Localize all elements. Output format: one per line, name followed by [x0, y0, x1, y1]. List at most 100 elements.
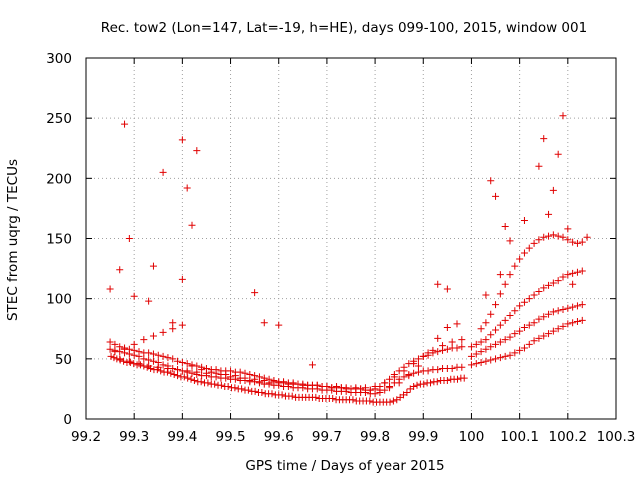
data-point — [554, 277, 562, 285]
data-point — [511, 262, 519, 270]
x-axis-label: GPS time / Days of year 2015 — [245, 458, 444, 474]
data-point — [187, 375, 195, 383]
data-point — [516, 327, 524, 335]
data-point-marker — [246, 370, 254, 378]
data-point-marker — [211, 380, 219, 388]
data-point — [569, 238, 577, 246]
data-point — [395, 379, 403, 387]
data-point-marker — [251, 289, 259, 297]
data-point-marker — [501, 222, 509, 230]
x-tick-label: 99.3 — [119, 429, 149, 445]
data-point-marker — [482, 357, 490, 365]
data-point-marker — [121, 345, 129, 353]
data-point — [211, 380, 219, 388]
data-point-marker — [496, 290, 504, 298]
data-point-marker — [511, 330, 519, 338]
data-point-marker — [308, 361, 316, 369]
data-point — [337, 384, 345, 392]
data-point — [106, 338, 114, 346]
data-point-marker — [419, 352, 427, 360]
data-point-marker — [154, 363, 162, 371]
data-point — [506, 312, 514, 320]
data-point — [559, 112, 567, 120]
data-point-marker — [540, 135, 548, 143]
data-point-marker — [477, 358, 485, 366]
data-point — [244, 386, 252, 394]
data-point — [170, 370, 178, 378]
x-tick-label: 99.8 — [360, 429, 390, 445]
data-point — [178, 275, 186, 283]
data-point — [328, 384, 336, 392]
data-point-marker — [443, 345, 451, 353]
data-point — [535, 315, 543, 323]
data-point — [164, 354, 172, 362]
data-point-marker — [554, 150, 562, 158]
data-point — [207, 368, 215, 376]
data-point-marker — [569, 280, 577, 288]
data-point-marker — [193, 147, 201, 155]
data-point-marker — [540, 233, 548, 241]
y-axis-label: STEC from uqrg / TECUs — [5, 159, 21, 321]
data-point-marker — [487, 310, 495, 318]
data-point — [453, 344, 461, 352]
data-point-marker — [506, 351, 514, 359]
data-point — [549, 308, 557, 316]
data-point-marker — [265, 379, 273, 387]
data-point — [159, 328, 167, 336]
data-point-marker — [184, 374, 192, 382]
data-point — [535, 162, 543, 170]
data-point — [130, 346, 138, 354]
data-point-marker — [549, 308, 557, 316]
data-point — [414, 355, 422, 363]
data-point-marker — [202, 369, 210, 377]
data-point-marker — [260, 376, 268, 384]
data-point — [573, 268, 581, 276]
data-point-marker — [352, 384, 360, 392]
data-point — [496, 321, 504, 329]
data-point-marker — [386, 398, 394, 406]
data-point-marker — [420, 380, 428, 388]
data-point-marker — [328, 384, 336, 392]
chart-title: Rec. tow2 (Lon=147, Lat=-19, h=HE), days… — [101, 20, 587, 36]
data-point-marker — [188, 362, 196, 370]
data-point-marker — [268, 390, 276, 398]
data-point — [477, 325, 485, 333]
data-point-marker — [180, 373, 188, 381]
data-point — [535, 287, 543, 295]
data-point-marker — [433, 378, 441, 386]
data-point — [361, 384, 369, 392]
data-point — [178, 136, 186, 144]
data-point-marker — [149, 350, 157, 358]
data-point — [183, 367, 191, 375]
data-point-marker — [564, 320, 572, 328]
data-point — [193, 368, 201, 376]
data-point — [511, 307, 519, 315]
data-point-marker — [170, 370, 178, 378]
data-point-marker — [467, 361, 475, 369]
data-point-marker — [477, 348, 485, 356]
data-point-marker — [525, 295, 533, 303]
data-point — [178, 321, 186, 329]
data-point-marker — [241, 374, 249, 382]
data-point-marker — [278, 391, 286, 399]
data-point — [265, 379, 273, 387]
data-point — [357, 385, 365, 393]
data-point-marker — [482, 291, 490, 299]
data-point — [410, 360, 418, 368]
data-point — [405, 372, 413, 380]
data-point — [289, 380, 297, 388]
data-point-marker — [487, 331, 495, 339]
data-point-marker — [535, 334, 543, 342]
data-point — [540, 284, 548, 292]
data-point-marker — [448, 338, 456, 346]
data-point — [559, 273, 567, 281]
y-tick-label: 50 — [55, 352, 72, 368]
data-point-marker — [204, 379, 212, 387]
data-point-marker — [520, 249, 528, 257]
data-point — [573, 302, 581, 310]
data-point-marker — [381, 379, 389, 387]
data-point — [371, 383, 379, 391]
data-point-marker — [564, 304, 572, 312]
data-point-marker — [443, 376, 451, 384]
data-point-marker — [136, 361, 144, 369]
